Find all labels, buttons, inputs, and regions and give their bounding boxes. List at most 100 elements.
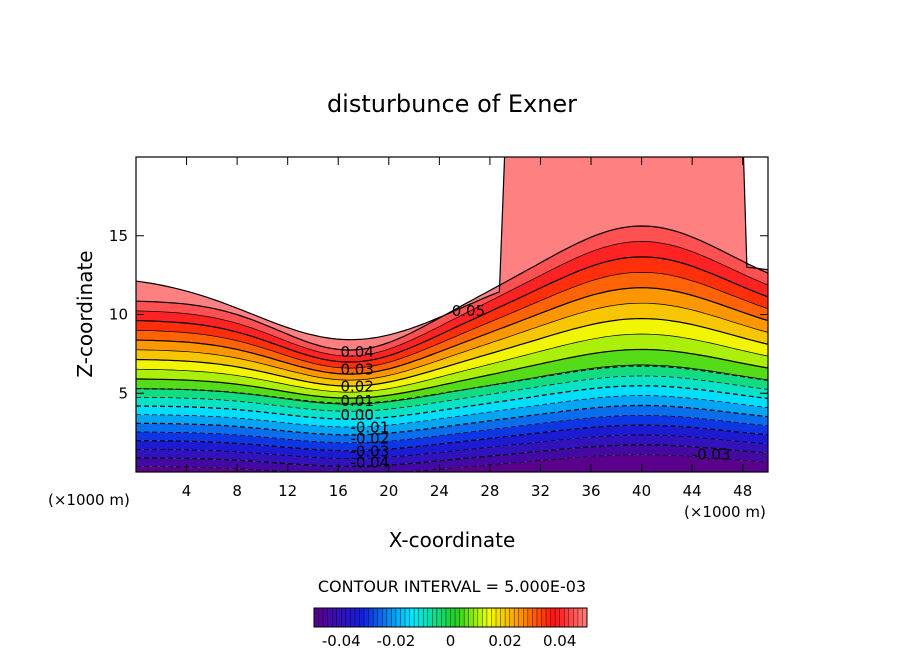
chart-title: disturbunce of Exner (327, 90, 577, 118)
contour-line-8 (136, 375, 768, 412)
contour-label: -0.02 (350, 430, 389, 448)
contour-interval-label: CONTOUR INTERVAL = 5.000E-03 (318, 577, 586, 596)
contour-band-5 (136, 405, 768, 443)
colorbar-swatch (450, 608, 456, 627)
colorbar-swatch (391, 608, 397, 627)
x-tick-label: 20 (379, 482, 398, 500)
x-tick-label: 48 (733, 482, 752, 500)
contour-line-19 (136, 225, 768, 351)
colorbar-tick-label: 0.04 (543, 632, 576, 650)
contour-line-14 (136, 302, 768, 381)
contour-line-7 (136, 385, 768, 420)
colorbar-swatch (459, 608, 465, 627)
colorbar-swatch (496, 608, 501, 627)
contour-band-3 (136, 425, 768, 459)
colorbar-swatch (555, 608, 560, 627)
colorbar-swatch (377, 608, 383, 627)
contour-line-0 (136, 454, 768, 472)
contour-band-11 (136, 349, 768, 405)
colorbar-tick-label: 0 (446, 632, 456, 650)
colorbar-swatch (341, 608, 347, 627)
contour-label: -0.01 (350, 419, 389, 437)
plot-area: 0.050.040.030.020.010.00-0.01-0.02-0.03-… (109, 156, 769, 500)
colorbar-swatch (314, 608, 319, 627)
colorbar-swatch (527, 608, 533, 627)
colorbar-swatch (468, 608, 474, 627)
contour-line-17 (136, 256, 768, 363)
colorbar-swatch (518, 608, 524, 627)
contour-line-6 (136, 395, 768, 428)
colorbar-swatch (318, 608, 324, 627)
contour-line-5 (136, 404, 768, 436)
colorbar-swatch (514, 608, 520, 627)
colorbar-swatch (336, 608, 342, 627)
colorbar-swatch (350, 608, 356, 627)
contour-label: 0.03 (340, 360, 373, 378)
contour-label: -0.03 (692, 445, 731, 463)
colorbar-swatch (409, 608, 415, 627)
colorbar-swatch (582, 608, 588, 627)
colorbar-swatch (546, 608, 551, 627)
contour-line-2 (136, 434, 768, 459)
colorbar-swatch (432, 608, 438, 627)
contour-line-4 (136, 414, 768, 444)
y-axis-label: Z-coordinate (73, 250, 97, 377)
colorbar-swatch (364, 608, 369, 627)
colorbar-swatch (536, 608, 542, 627)
colorbar-swatch (368, 608, 374, 627)
contour-line-20 (136, 157, 768, 341)
contour-band-1 (136, 444, 768, 472)
colorbar-swatch (400, 608, 406, 627)
contour-label: -0.03 (350, 442, 389, 460)
y-tick-label: 5 (118, 384, 128, 402)
contour-label: 0.04 (340, 343, 373, 361)
x-tick-label: 44 (683, 482, 702, 500)
colorbar-swatch (345, 608, 351, 627)
colorbar-swatch (541, 608, 547, 627)
colorbar-swatch (477, 608, 483, 627)
contour-line-10 (136, 364, 768, 405)
contour-line-18 (136, 241, 768, 357)
colorbar-swatch (373, 608, 378, 627)
contour-line-15 (136, 287, 768, 375)
colorbar-tick-label: -0.02 (376, 632, 415, 650)
x-unit-right: (×1000 m) (684, 503, 766, 521)
contour-line-11 (136, 348, 768, 399)
colorbar-tick-label: 0.02 (488, 632, 521, 650)
colorbar-swatch (491, 608, 497, 627)
colorbar-swatch (505, 608, 510, 627)
colorbar-swatch (327, 608, 333, 627)
contour-band-12 (136, 334, 768, 399)
colorbar-frame (313, 607, 588, 628)
contour-band-20 (136, 157, 768, 350)
contour-line-12 (136, 333, 768, 393)
colorbar-swatch (386, 608, 392, 627)
colorbar: -0.04 -0.02 0 0.02 0.04 (313, 607, 588, 650)
contour-line-16 (136, 271, 768, 369)
contour-band-6 (136, 395, 768, 435)
x-tick-label: 36 (581, 482, 600, 500)
colorbar-swatch (568, 608, 574, 627)
y-tick-label: 15 (109, 227, 128, 245)
contour-label: 0.01 (340, 392, 373, 410)
colorbar-swatch (423, 608, 429, 627)
colorbar-tick-label: -0.04 (322, 632, 361, 650)
x-tick-label: 32 (531, 482, 550, 500)
x-tick-label: 4 (182, 482, 192, 500)
colorbar-swatch (395, 608, 401, 627)
contour-band-4 (136, 415, 768, 451)
colorbar-swatch (500, 608, 506, 627)
x-axis-label: X-coordinate (389, 528, 516, 552)
contour-line-1 (136, 444, 768, 467)
x-tick-label: 40 (632, 482, 651, 500)
colorbar-swatch (354, 608, 360, 627)
contour-line-3 (136, 424, 768, 452)
colorbar-swatch (323, 608, 328, 627)
contour-line-13 (136, 317, 768, 387)
x-tick-label: 12 (278, 482, 297, 500)
colorbar-swatch (445, 608, 451, 627)
y-tick-label: 10 (109, 306, 128, 324)
colorbar-swatch (436, 608, 442, 627)
contour-label: 0.05 (452, 302, 485, 320)
